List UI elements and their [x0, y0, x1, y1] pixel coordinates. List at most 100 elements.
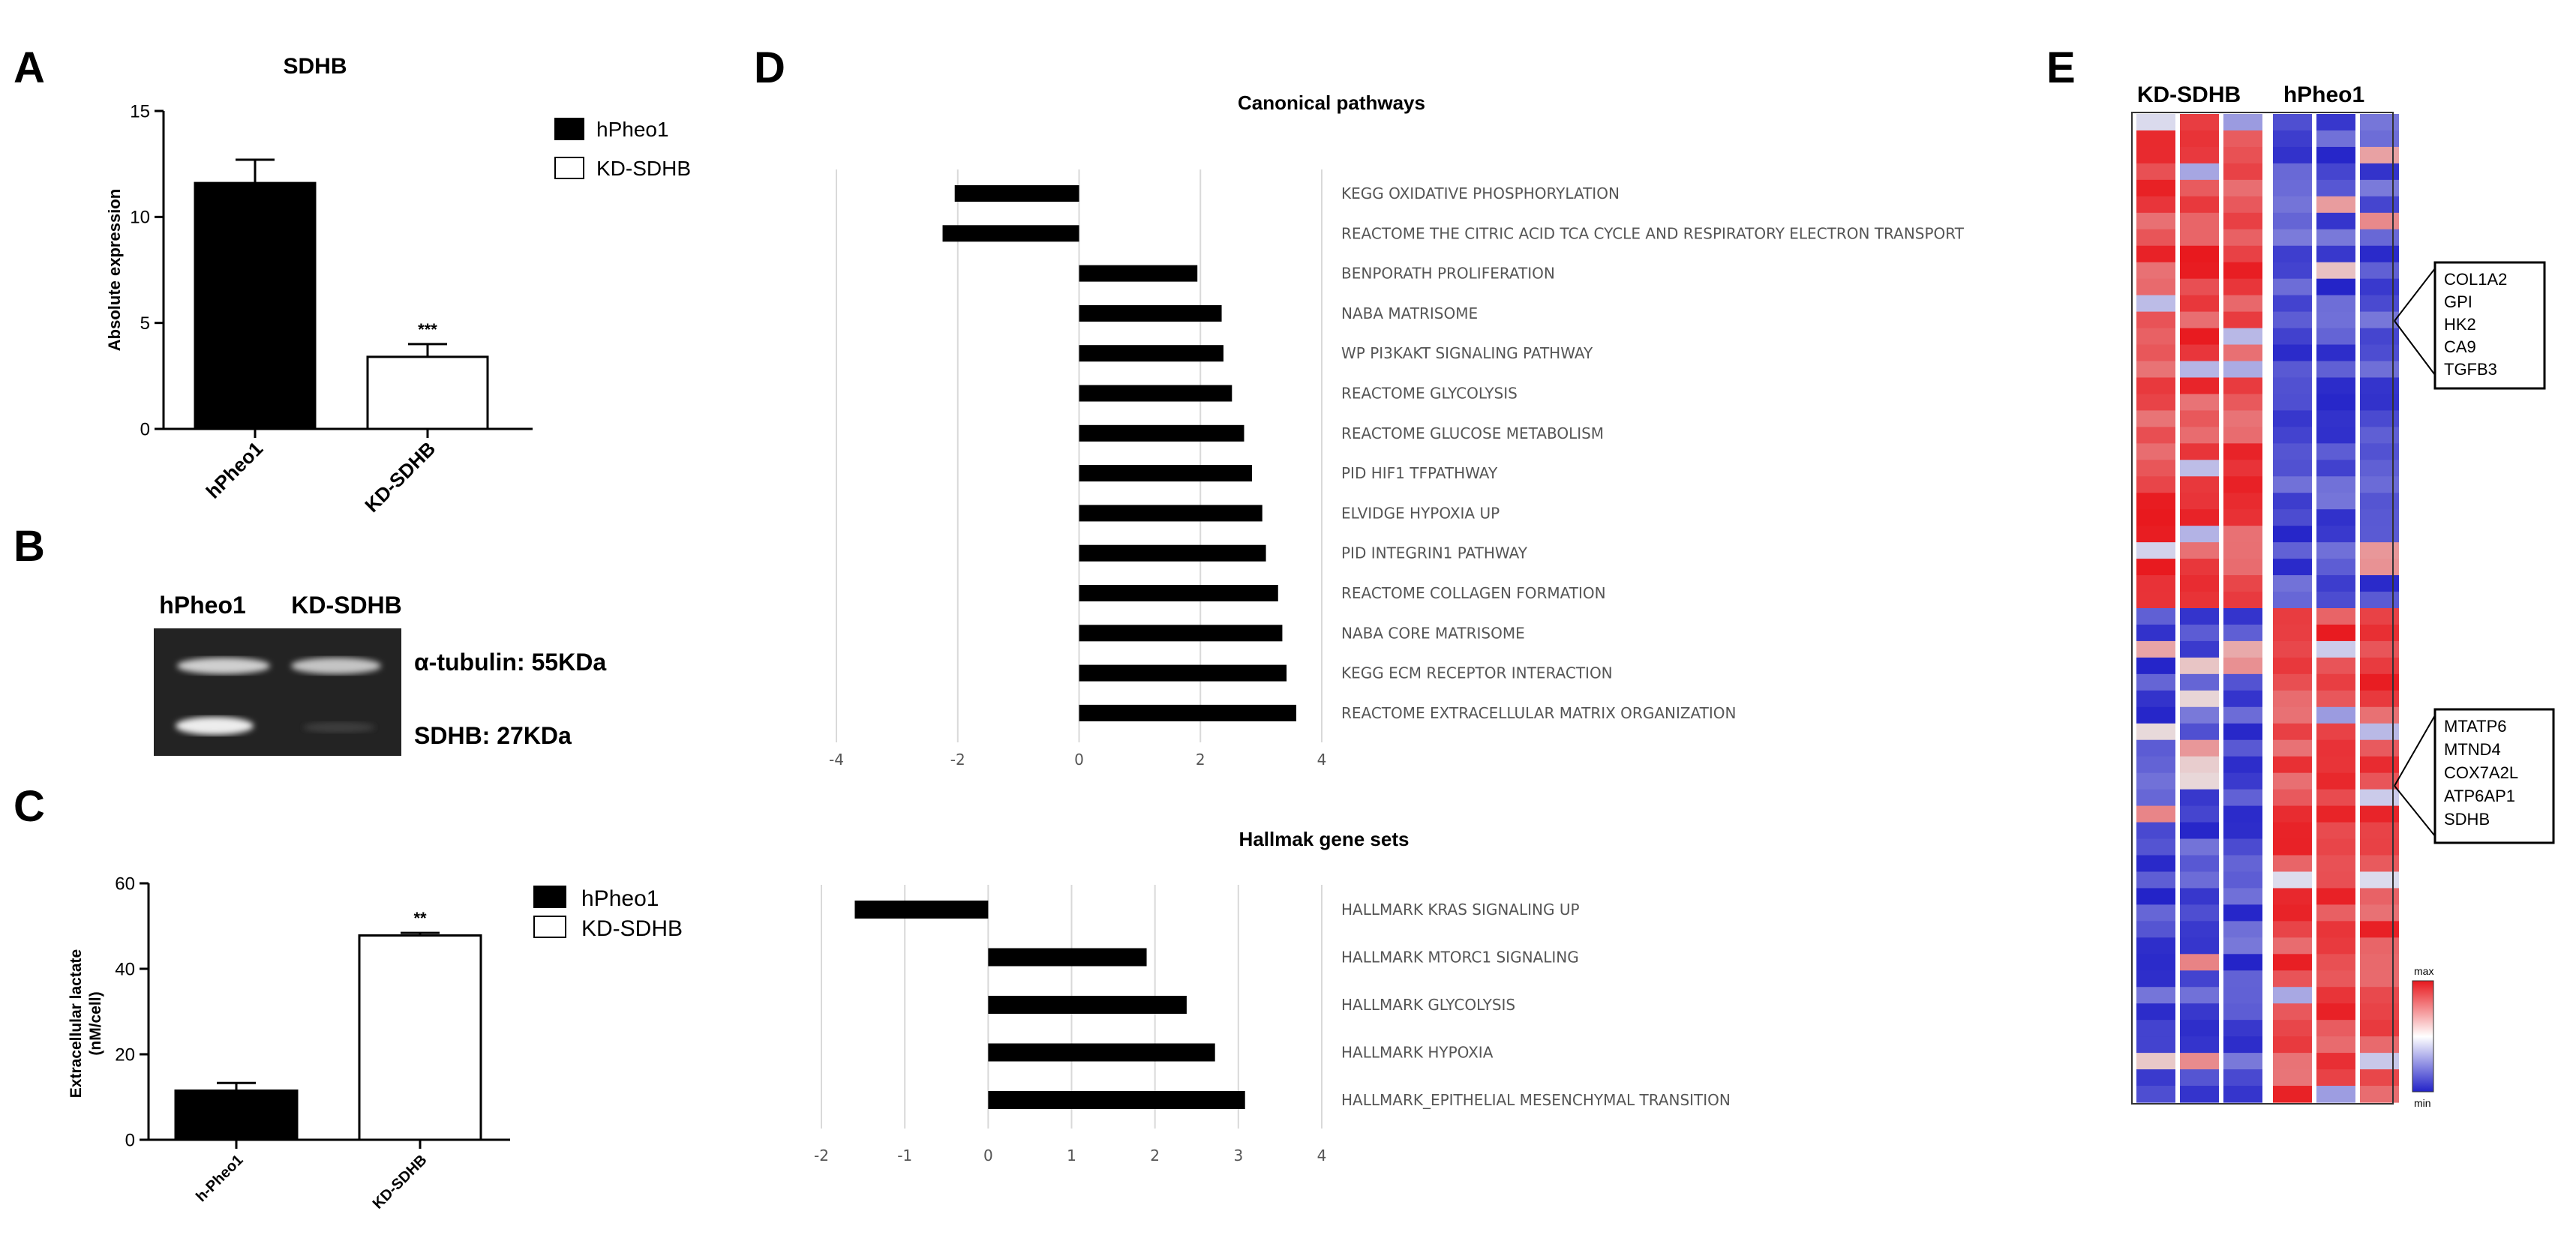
heatmap-cell [2136, 443, 2175, 460]
a-significance-label: *** [418, 320, 437, 339]
heatmap-cell [2136, 311, 2175, 329]
heatmap-cell [2316, 410, 2355, 427]
heatmap-cell [2316, 394, 2355, 411]
heatmap-cell [2136, 526, 2175, 543]
heatmap-cell [2180, 805, 2219, 823]
heatmap-cell [2180, 1069, 2219, 1087]
heatmap-cell [2360, 377, 2399, 395]
heatmap-cell [2180, 592, 2219, 609]
heatmap-cell [2360, 130, 2399, 148]
d1-category-label: REACTOME EXTRACELLULAR MATRIX ORGANIZATI… [1341, 704, 1737, 722]
heatmap-cell [2273, 344, 2312, 362]
heatmap-cell [2273, 559, 2312, 576]
heatmap-cell [2316, 311, 2355, 329]
heatmap-cell [2136, 921, 2175, 938]
heatmap-cell [2273, 443, 2312, 460]
heatmap-cell [2360, 559, 2399, 576]
a-bar [194, 181, 317, 430]
heatmap-cell [2316, 377, 2355, 395]
c-bar [174, 1089, 299, 1141]
heatmap-cell [2180, 970, 2219, 988]
heatmap-cell [2136, 1069, 2175, 1087]
gene-label: CA9 [2444, 337, 2476, 356]
heatmap-cell [2273, 838, 2312, 856]
d2-xtick-label: -2 [814, 1147, 829, 1165]
heatmap-cell [2273, 673, 2312, 691]
heatmap-cell [2316, 559, 2355, 576]
panel-a-ylabel: Absolute expression [105, 189, 124, 351]
heatmap-cell [2316, 805, 2355, 823]
heatmap-cell [2316, 212, 2355, 230]
heatmap-cell [2273, 937, 2312, 955]
heatmap-cell [2273, 163, 2312, 181]
heatmap-cell [2273, 328, 2312, 346]
gene-box-lower: MTATP6 MTND4 COX7A2L ATP6AP1 SDHB [2394, 708, 2555, 844]
heatmap-cell [2136, 756, 2175, 774]
heatmap-cell [2180, 509, 2219, 526]
heatmap-cell [2360, 146, 2399, 164]
heatmap-cell [2136, 179, 2175, 197]
panel-d-charts: Canonical pathways KEGG OXIDATIVE PHOSPH… [814, 91, 1965, 1165]
heatmap-cell [2316, 970, 2355, 988]
d1-category-label: REACTOME THE CITRIC ACID TCA CYCLE AND R… [1341, 224, 1965, 242]
d2-bar [988, 996, 1187, 1014]
gene-label: COX7A2L [2444, 763, 2518, 782]
heatmap-cell [2136, 229, 2175, 247]
heatmap-cell [2136, 509, 2175, 526]
heatmap-cell [2316, 937, 2355, 955]
d2-category-label: HALLMARK MTORC1 SIGNALING [1341, 949, 1579, 967]
heatmap-cell [2223, 1069, 2262, 1087]
heatmap-cell [2223, 196, 2262, 214]
heatmap-cell [2223, 114, 2262, 131]
heatmap-cell [2316, 196, 2355, 214]
heatmap-cell [2360, 756, 2399, 774]
heatmap-cell [2360, 937, 2399, 955]
heatmap-cell [2180, 954, 2219, 971]
heatmap-cell [2136, 871, 2175, 889]
heatmap-cell [2223, 130, 2262, 148]
heatmap-cell [2180, 987, 2219, 1004]
heatmap-cell [2360, 921, 2399, 938]
heatmap-cell [2273, 592, 2312, 609]
a-bar [366, 355, 489, 430]
heatmap-cell [2316, 575, 2355, 592]
heatmap-cell [2180, 295, 2219, 313]
heatmap-cell [2180, 789, 2219, 807]
heatmap-cell [2136, 805, 2175, 823]
heatmap-cell [2273, 987, 2312, 1004]
heatmap-cell [2180, 130, 2219, 148]
blot-band-tubulin-lane1 [177, 658, 270, 674]
heatmap-cell [2360, 394, 2399, 411]
d1-category-label: KEGG OXIDATIVE PHOSPHORYLATION [1341, 184, 1620, 202]
heatmap-cell [2223, 509, 2262, 526]
heatmap-cell [2316, 1086, 2355, 1103]
heatmap-cell [2316, 739, 2355, 757]
heatmap-cell [2360, 871, 2399, 889]
d2-xtick-label: 4 [1317, 1147, 1327, 1165]
heatmap-cell [2273, 262, 2312, 280]
panel-b-band-label-1: α-tubulin: 55KDa [414, 649, 606, 676]
panel-c-legend-swatch-1 [533, 886, 566, 908]
panel-c-chart: Extracellular lactate (nM/cell) 0204060 … [68, 874, 683, 1212]
heatmap-cell [2360, 196, 2399, 214]
heatmap-cell [2223, 361, 2262, 379]
heatmap-cell [2273, 822, 2312, 840]
heatmap-cell [2136, 937, 2175, 955]
heatmap-cell [2223, 1086, 2262, 1103]
heatmap-cell [2223, 295, 2262, 313]
heatmap-cell [2136, 838, 2175, 856]
heatmap-cell [2273, 1003, 2312, 1021]
heatmap-cell [2316, 888, 2355, 905]
heatmap-cell [2316, 179, 2355, 197]
heatmap-cell [2180, 542, 2219, 559]
heatmap-cell [2360, 1003, 2399, 1021]
d1-bar [1079, 465, 1252, 482]
c-significance-label: ** [413, 909, 427, 928]
heatmap-cell [2223, 888, 2262, 905]
heatmap-cell [2180, 1003, 2219, 1021]
heatmap-cell [2360, 163, 2399, 181]
panel-a-legend-swatch-2 [554, 157, 584, 179]
heatmap-cell [2223, 592, 2262, 609]
heatmap-cell [2136, 904, 2175, 922]
c-ytick-label: 60 [115, 874, 135, 894]
